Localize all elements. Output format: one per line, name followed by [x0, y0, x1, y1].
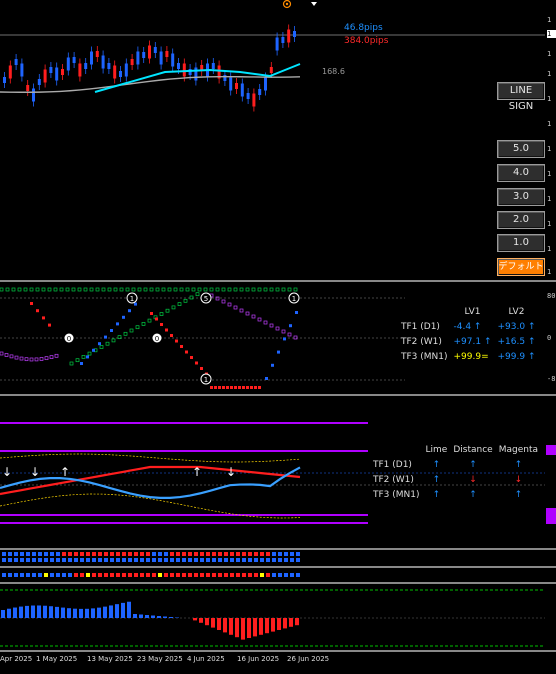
moving-average-line [0, 75, 301, 93]
oscillator-dots [0, 287, 298, 389]
svg-text:↓: ↓ [226, 465, 236, 479]
price-chart[interactable] [0, 0, 545, 280]
default-button[interactable]: デフォルト [497, 258, 545, 276]
lot-button-3[interactable]: 3.0 [497, 188, 545, 206]
x-label: 26 Jun 2025 [287, 655, 330, 663]
x-label: 4 Jun 2025 [187, 655, 225, 663]
tf1-label: TF1 (D1) [401, 321, 440, 332]
x-label: 23 May 2025 [137, 655, 183, 663]
arrow-icons: ↓ ↓ ↑ ↑ ↓ [2, 465, 236, 479]
oscillator-scale: 80 0 -8 [547, 292, 556, 383]
svg-text:↑: ↑ [60, 465, 70, 479]
lv2-header: LV2 [508, 306, 525, 317]
oscillator-panel[interactable]: 1 5 1 0 0 1 LV1 LV2 TF1 (D1) -4.4 ↑ +93.0 ↑… [0, 282, 545, 394]
marker-icons: 1 5 1 0 0 1 [64, 292, 300, 385]
svg-text:1: 1 [204, 376, 208, 384]
strip-panel-1 [0, 550, 545, 566]
magenta-header: Magenta [498, 444, 538, 455]
tf2-label: TF2 (W1) [401, 336, 442, 347]
tf2-lv1: +97.1 ↑ [453, 336, 492, 347]
oscillator-chart[interactable]: 1 5 1 0 0 1 [0, 282, 545, 394]
signal-dot-icon [285, 2, 289, 6]
strip-panel-2 [0, 568, 545, 582]
histogram-panel[interactable] [0, 584, 545, 650]
line-sign-button[interactable]: LINE SIGN [497, 82, 545, 112]
triangle-down-icon [311, 2, 317, 6]
lv-table: LV1 LV2 TF1 (D1) -4.4 ↑ +93.0 ↑ TF2 (W1) +97… [398, 304, 538, 364]
tf3-label: TF3 (MN1) [401, 351, 448, 362]
band-chart[interactable]: ↓ ↓ ↑ ↑ ↓ [0, 396, 545, 548]
svg-text:1: 1 [130, 295, 134, 303]
lot-button-4[interactable]: 4.0 [497, 164, 545, 182]
histogram-chart[interactable] [0, 584, 545, 650]
x-label: Apr 2025 [0, 655, 33, 663]
lot-button-2[interactable]: 2.0 [497, 211, 545, 229]
tf1-lv2: +93.0 ↑ [497, 321, 536, 332]
lv1-header: LV1 [464, 306, 481, 317]
tf2-lv2: +16.5 ↑ [497, 336, 536, 347]
x-label: 13 May 2025 [87, 655, 133, 663]
x-label: 16 Jun 2025 [237, 655, 280, 663]
red-line [0, 465, 301, 496]
main-chart-panel[interactable]: 46.8pips 384.0pips 168.6 LINE SIGN 5.0 4… [0, 0, 545, 280]
tf3-lv2: +99.9 ↑ [497, 351, 536, 362]
tf1-lv1: -4.4 ↑ [453, 321, 482, 332]
lime-header: Lime [425, 444, 448, 455]
svg-text:0: 0 [155, 335, 159, 343]
ma-value-label: 168.6 [322, 67, 345, 76]
svg-text:↓: ↓ [30, 465, 40, 479]
x-label: 1 May 2025 [36, 655, 78, 663]
signal-circle-icon [282, 0, 292, 9]
pips-red: 384.0pips [344, 36, 389, 46]
blue-line [0, 466, 301, 500]
band-panel[interactable]: ↓ ↓ ↑ ↑ ↓ Lime Distance Magenta TF1 (D1) ↑ ↑ ↑ TF… [0, 396, 545, 548]
svg-text:↓: ↓ [2, 465, 12, 479]
distance-header: Distance [453, 444, 493, 455]
svg-text:↑: ↑ [192, 465, 202, 479]
direction-table: Lime Distance Magenta TF1 (D1) ↑ ↑ ↑ TF2 (W1)… [370, 442, 541, 502]
lot-button-5[interactable]: 5.0 [497, 140, 545, 158]
candles [3, 24, 296, 112]
svg-text:1: 1 [292, 295, 296, 303]
svg-text:0: 0 [67, 335, 71, 343]
trend-line-cyan [94, 63, 301, 93]
svg-text:5: 5 [204, 295, 208, 303]
tf3-lv1: +99.9= [453, 351, 489, 362]
lot-button-1[interactable]: 1.0 [497, 234, 545, 252]
pips-blue: 46.8pips [344, 23, 383, 33]
